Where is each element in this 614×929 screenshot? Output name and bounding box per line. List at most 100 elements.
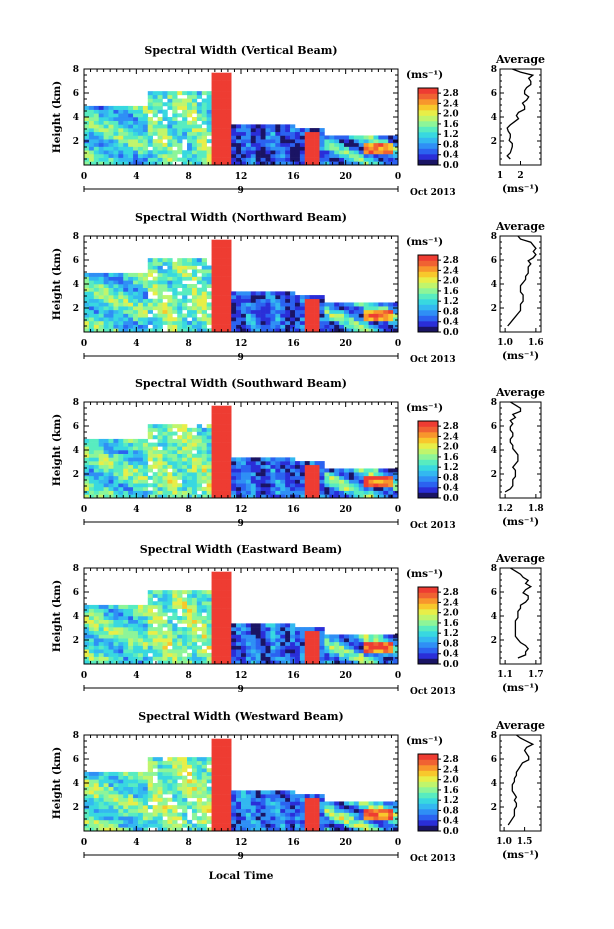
heatmap-cell (285, 494, 291, 499)
heatmap-cell (231, 139, 237, 144)
heatmap-cell (344, 656, 350, 661)
heatmap-cell (373, 320, 379, 325)
heatmap-cell (304, 295, 310, 300)
heatmap-cell (162, 91, 168, 96)
heatmap-cell (147, 660, 153, 665)
heatmap-cell (265, 457, 271, 462)
heatmap-cell (182, 113, 188, 118)
heatmap-cell (187, 442, 193, 447)
colorbar-segment (418, 636, 438, 643)
heatmap-cell (191, 261, 198, 266)
heatmap-cell (334, 135, 340, 140)
heatmap-cell (88, 604, 95, 609)
heatmap-cell (226, 446, 232, 451)
heatmap-cell (108, 812, 114, 817)
heatmap-cell (147, 261, 153, 266)
heatmap-cell (344, 306, 350, 311)
heatmap-cell (299, 494, 306, 499)
heatmap-cell (245, 306, 252, 311)
heatmap-cell (88, 483, 95, 488)
heatmap-cell (113, 302, 119, 307)
heatmap-cell (187, 453, 193, 458)
heatmap-cell (137, 490, 144, 495)
heatmap-cell (118, 139, 124, 144)
heatmap-cell (157, 827, 163, 832)
heatmap-cell (201, 284, 207, 288)
profile-x-label: (ms⁻¹) (502, 516, 539, 528)
y-axis-label: Height (km) (51, 580, 63, 652)
heatmap-cell (255, 142, 261, 147)
heatmap-cell (157, 461, 163, 466)
heatmap-cell (108, 272, 114, 277)
heatmap-cell (290, 649, 296, 654)
heatmap-cell (201, 324, 207, 329)
heatmap-cell (221, 571, 227, 576)
heatmap-cell (314, 135, 320, 140)
heatmap-cell (162, 157, 168, 162)
heatmap-cell (226, 749, 232, 754)
heatmap-cell (216, 771, 222, 776)
heatmap-cell (172, 131, 178, 136)
heatmap-cell (201, 652, 207, 657)
heatmap-cell (177, 656, 183, 661)
heatmap-cell (182, 276, 188, 281)
heatmap-cell (133, 105, 139, 110)
heatmap-cell (211, 593, 217, 598)
heatmap-cell (162, 102, 168, 107)
heatmap-cell (84, 272, 90, 277)
heatmap-cell (245, 157, 252, 162)
heatmap-cell (250, 157, 257, 162)
heatmap-cell (280, 649, 286, 654)
heatmap-cell (137, 150, 144, 155)
heatmap-cell (211, 827, 217, 832)
heatmap-cell (324, 324, 330, 329)
heatmap-cell (103, 475, 109, 480)
heatmap-cell (314, 128, 320, 133)
heatmap-cell (270, 291, 276, 296)
heatmap-cell (162, 287, 168, 292)
heatmap-cell (206, 424, 212, 429)
heatmap-cell (363, 472, 369, 477)
heatmap-cell (196, 590, 203, 595)
heatmap-cell (275, 457, 281, 462)
heatmap-cell (152, 139, 158, 144)
heatmap-cell (344, 139, 350, 144)
heatmap-cell (211, 424, 217, 429)
heatmap-cell (133, 306, 139, 311)
heatmap-cell (108, 161, 114, 166)
heatmap-cell (363, 486, 369, 491)
heatmap-cell (108, 652, 114, 657)
heatmap-cell (368, 494, 374, 499)
heatmap-cell (113, 623, 119, 628)
heatmap-cell (319, 479, 325, 484)
heatmap-cell (260, 153, 266, 158)
heatmap-cell (108, 656, 114, 661)
heatmap-cell (162, 783, 168, 787)
heatmap-cell (191, 660, 198, 665)
profile-y-tick-label: 6 (491, 588, 497, 598)
heatmap-cell (280, 309, 286, 314)
heatmap-cell (157, 161, 163, 166)
heatmap-cell (113, 446, 119, 451)
heatmap-cell (275, 660, 281, 665)
heatmap-cell (98, 142, 104, 147)
heatmap-cell (221, 608, 227, 613)
heatmap-cell (133, 794, 139, 799)
heatmap-cell (157, 819, 163, 824)
heatmap-cell (108, 131, 114, 136)
panel-4: Spectral Width (Eastward Beam)2468Height… (51, 543, 545, 697)
heatmap-cell (216, 247, 222, 252)
heatmap-cell (309, 641, 315, 646)
heatmap-cell (270, 656, 276, 661)
heatmap-cell (226, 295, 232, 300)
heatmap-cell (167, 94, 173, 99)
heatmap-cell (162, 483, 168, 488)
heatmap-cell (98, 472, 104, 477)
heatmap-cell (98, 479, 104, 484)
heatmap-cell (93, 291, 100, 296)
heatmap-cell (142, 120, 149, 125)
heatmap-cell (84, 490, 90, 495)
heatmap-cell (265, 627, 271, 632)
heatmap-cell (118, 328, 124, 333)
heatmap-cell (255, 124, 261, 129)
